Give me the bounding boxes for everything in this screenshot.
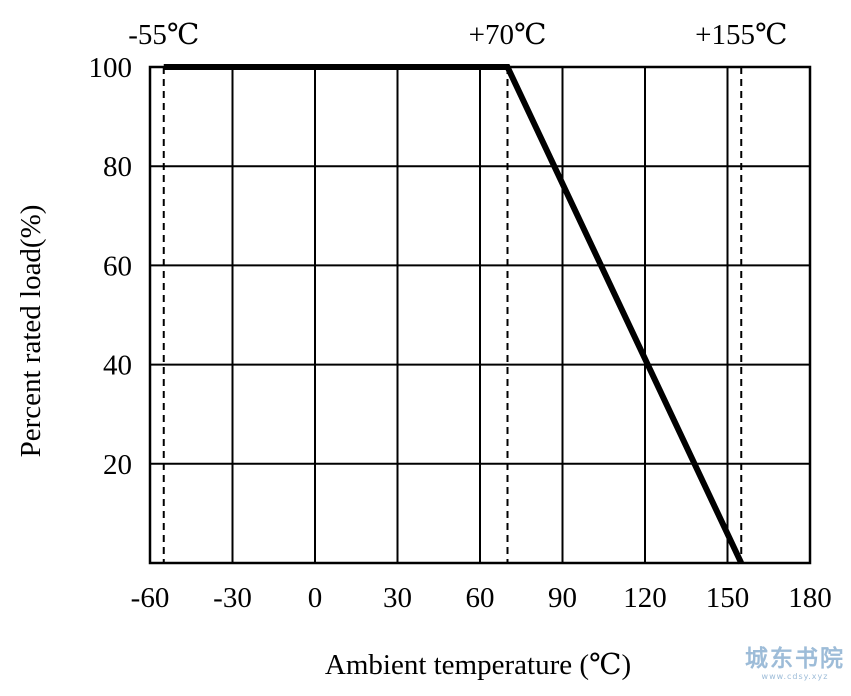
annotation-labels: -55℃ +70℃ +155℃ <box>128 19 787 51</box>
y-tick-label: 60 <box>103 250 132 282</box>
grid <box>150 67 810 563</box>
x-tick-label: -30 <box>213 582 252 614</box>
watermark-subtext: www.cdsy.xyz <box>761 672 829 681</box>
y-tick-label: 40 <box>103 350 132 382</box>
plot-frame <box>148 65 812 565</box>
annotation-label: +155℃ <box>695 19 787 51</box>
annotation-label: -55℃ <box>128 19 199 51</box>
y-axis-title: Percent rated load(%) <box>15 205 47 458</box>
x-tick-label: 90 <box>548 582 577 614</box>
x-tick-label: 30 <box>383 582 412 614</box>
reference-lines <box>162 67 743 563</box>
x-tick-label: 60 <box>466 582 495 614</box>
watermark-logo: 城东书院 www.cdsy.xyz <box>745 648 845 681</box>
tick-labels: -60 -30 0 30 60 90 120 150 180 20 40 60 80 100 <box>89 52 832 614</box>
y-tick-label: 80 <box>103 151 132 183</box>
x-tick-label: 150 <box>706 582 750 614</box>
derating-curve <box>163 64 744 565</box>
annotation-label: +70℃ <box>469 19 547 51</box>
y-tick-label: 100 <box>89 52 133 84</box>
y-tick-label: 20 <box>103 449 132 481</box>
x-axis-title: Ambient temperature (℃) <box>325 649 631 681</box>
series-layer <box>163 64 744 565</box>
watermark-text: 城东书院 <box>745 646 845 672</box>
x-tick-label: -60 <box>131 582 170 614</box>
x-tick-label: 120 <box>623 582 667 614</box>
x-tick-label: 180 <box>788 582 832 614</box>
plot-border <box>148 65 812 565</box>
x-tick-label: 0 <box>308 582 323 614</box>
